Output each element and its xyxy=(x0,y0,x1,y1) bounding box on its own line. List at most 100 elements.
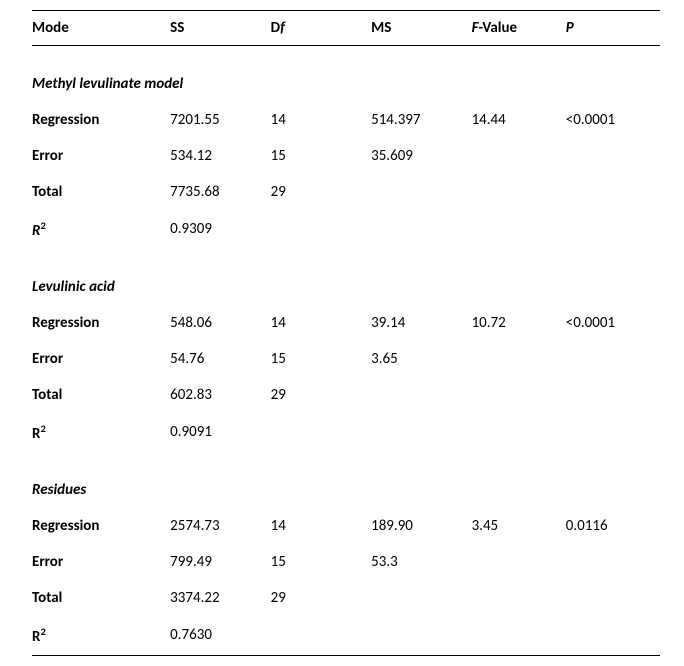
r2-value: 0.9309 xyxy=(170,210,270,249)
empty-cell xyxy=(566,616,660,656)
cell-p xyxy=(566,580,660,616)
r2-row: R20.7630 xyxy=(32,616,660,656)
row-label: Error xyxy=(32,138,170,174)
table-row: Error54.76153.65 xyxy=(32,341,660,377)
header-row: Mode SS Df MS F-Value P xyxy=(32,11,660,46)
empty-cell xyxy=(472,616,566,656)
row-label: Error xyxy=(32,341,170,377)
table-row: Total3374.2229 xyxy=(32,580,660,616)
row-label: Total xyxy=(32,174,170,210)
cell-df: 29 xyxy=(271,174,371,210)
empty-cell xyxy=(271,210,371,249)
cell-ss: 534.12 xyxy=(170,138,270,174)
cell-p xyxy=(566,341,660,377)
section-title-row: Methyl levulinate model xyxy=(32,66,660,102)
cell-f xyxy=(472,377,566,413)
header-df-pre: D xyxy=(271,19,280,37)
header-p-ital: P xyxy=(566,19,574,37)
row-label: Error xyxy=(32,544,170,580)
cell-ms: 3.65 xyxy=(371,341,471,377)
table-row: Total7735.6829 xyxy=(32,174,660,210)
cell-ms xyxy=(371,580,471,616)
cell-df: 15 xyxy=(271,341,371,377)
header-ss: SS xyxy=(170,11,270,46)
cell-ms: 53.3 xyxy=(371,544,471,580)
table-row: Total602.8329 xyxy=(32,377,660,413)
cell-f: 10.72 xyxy=(472,305,566,341)
cell-ss: 54.76 xyxy=(170,341,270,377)
empty-cell xyxy=(371,210,471,249)
cell-f xyxy=(472,138,566,174)
header-mode: Mode xyxy=(32,11,170,46)
row-label: Regression xyxy=(32,102,170,138)
cell-f: 3.45 xyxy=(472,508,566,544)
spacer-row xyxy=(32,249,660,269)
section-title: Residues xyxy=(32,472,660,508)
cell-p: <0.0001 xyxy=(566,102,660,138)
table-row: Regression548.061439.1410.72<0.0001 xyxy=(32,305,660,341)
cell-ss: 548.06 xyxy=(170,305,270,341)
cell-ss: 3374.22 xyxy=(170,580,270,616)
cell-ms: 35.609 xyxy=(371,138,471,174)
r2-label-sup: 2 xyxy=(40,219,45,232)
row-label: Total xyxy=(32,377,170,413)
cell-f xyxy=(472,341,566,377)
spacer-row xyxy=(32,46,660,66)
header-fvalue: F-Value xyxy=(472,11,566,46)
header-df: Df xyxy=(271,11,371,46)
empty-cell xyxy=(566,413,660,452)
cell-p xyxy=(566,377,660,413)
r2-label: R2 xyxy=(32,210,170,249)
cell-ms: 39.14 xyxy=(371,305,471,341)
section-title: Methyl levulinate model xyxy=(32,66,660,102)
header-ms: MS xyxy=(371,11,471,46)
cell-df: 15 xyxy=(271,138,371,174)
r2-value: 0.7630 xyxy=(170,616,270,656)
spacer-row xyxy=(32,452,660,472)
r2-value: 0.9091 xyxy=(170,413,270,452)
cell-ss: 2574.73 xyxy=(170,508,270,544)
r2-label: R2 xyxy=(32,413,170,452)
cell-p xyxy=(566,544,660,580)
header-f-post: -Value xyxy=(478,19,517,37)
cell-df: 15 xyxy=(271,544,371,580)
cell-f: 14.44 xyxy=(472,102,566,138)
empty-cell xyxy=(566,210,660,249)
anova-table: Mode SS Df MS F-Value P Methyl levulinat… xyxy=(32,10,660,656)
section-title-row: Residues xyxy=(32,472,660,508)
empty-cell xyxy=(371,413,471,452)
cell-df: 29 xyxy=(271,580,371,616)
cell-ss: 799.49 xyxy=(170,544,270,580)
r2-row: R20.9091 xyxy=(32,413,660,452)
cell-ss: 7735.68 xyxy=(170,174,270,210)
r2-label-sup: 2 xyxy=(40,422,45,435)
table-row: Error534.121535.609 xyxy=(32,138,660,174)
cell-ms: 514.397 xyxy=(371,102,471,138)
cell-df: 14 xyxy=(271,102,371,138)
header-p: P xyxy=(566,11,660,46)
table-row: Regression2574.7314189.903.450.0116 xyxy=(32,508,660,544)
row-label: Total xyxy=(32,580,170,616)
cell-f xyxy=(472,580,566,616)
row-label: Regression xyxy=(32,305,170,341)
header-df-ital: f xyxy=(280,19,285,37)
r2-row: R20.9309 xyxy=(32,210,660,249)
table-body: Methyl levulinate modelRegression7201.55… xyxy=(32,46,660,656)
cell-df: 29 xyxy=(271,377,371,413)
cell-ms xyxy=(371,174,471,210)
cell-f xyxy=(472,174,566,210)
empty-cell xyxy=(472,210,566,249)
cell-p xyxy=(566,138,660,174)
empty-cell xyxy=(371,616,471,656)
empty-cell xyxy=(472,413,566,452)
section-title: Levulinic acid xyxy=(32,269,660,305)
cell-p: 0.0116 xyxy=(566,508,660,544)
anova-table-container: Mode SS Df MS F-Value P Methyl levulinat… xyxy=(0,0,684,666)
cell-f xyxy=(472,544,566,580)
row-label: Regression xyxy=(32,508,170,544)
section-title-row: Levulinic acid xyxy=(32,269,660,305)
empty-cell xyxy=(271,616,371,656)
cell-p xyxy=(566,174,660,210)
table-row: Regression7201.5514514.39714.44<0.0001 xyxy=(32,102,660,138)
r2-label: R2 xyxy=(32,616,170,656)
